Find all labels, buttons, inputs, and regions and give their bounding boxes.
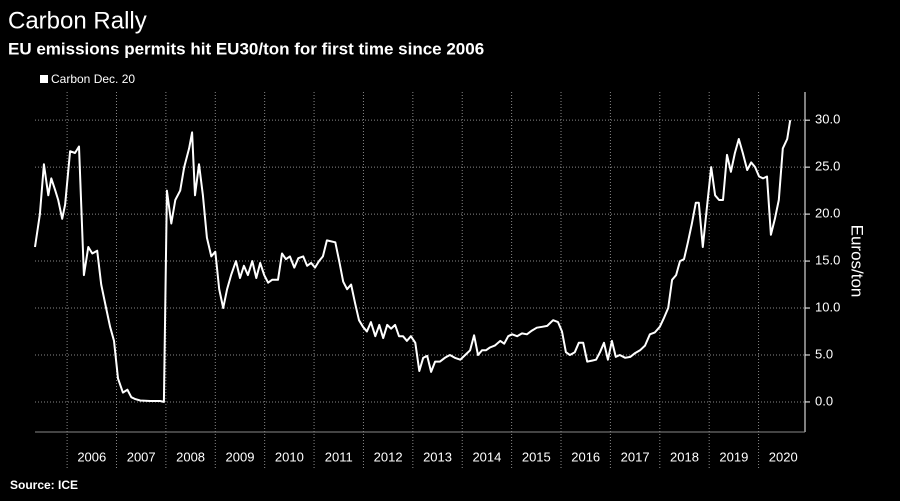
y-tick-label: 10.0 (815, 299, 840, 314)
y-tick-label: 15.0 (815, 252, 840, 267)
y-axis-label: Euros/ton (848, 225, 867, 298)
x-tick-label: 2013 (423, 449, 452, 464)
x-tick-label: 2018 (670, 449, 699, 464)
x-tick-label: 2017 (621, 449, 650, 464)
y-tick-label: 0.0 (815, 393, 833, 408)
source: Source: ICE (10, 478, 78, 492)
x-tick-label: 2019 (719, 449, 748, 464)
x-tick-label: 2020 (769, 449, 798, 464)
x-tick-label: 2007 (127, 449, 156, 464)
y-tick-label: 20.0 (815, 206, 840, 221)
x-tick-label: 2012 (374, 449, 403, 464)
y-tick-label: 5.0 (815, 346, 833, 361)
y-tick-label: 30.0 (815, 112, 840, 127)
x-tick-label: 2014 (472, 449, 501, 464)
chart-title: Carbon Rally (8, 7, 147, 34)
legend-label: Carbon Dec. 20 (51, 72, 135, 86)
y-tick-label: 25.0 (815, 159, 840, 174)
x-tick-label: 2008 (176, 449, 205, 464)
line-series (34, 120, 792, 403)
x-tick-label: 2011 (325, 449, 353, 464)
x-tick-label: 2010 (275, 449, 304, 464)
x-tick-label: 2015 (522, 449, 551, 464)
chart-subtitle: EU emissions permits hit EU30/ton for fi… (8, 39, 484, 58)
legend-swatch (40, 75, 48, 83)
x-tick-label: 2009 (226, 449, 255, 464)
x-tick-label: 2016 (571, 449, 600, 464)
x-tick-label: 2006 (77, 449, 106, 464)
